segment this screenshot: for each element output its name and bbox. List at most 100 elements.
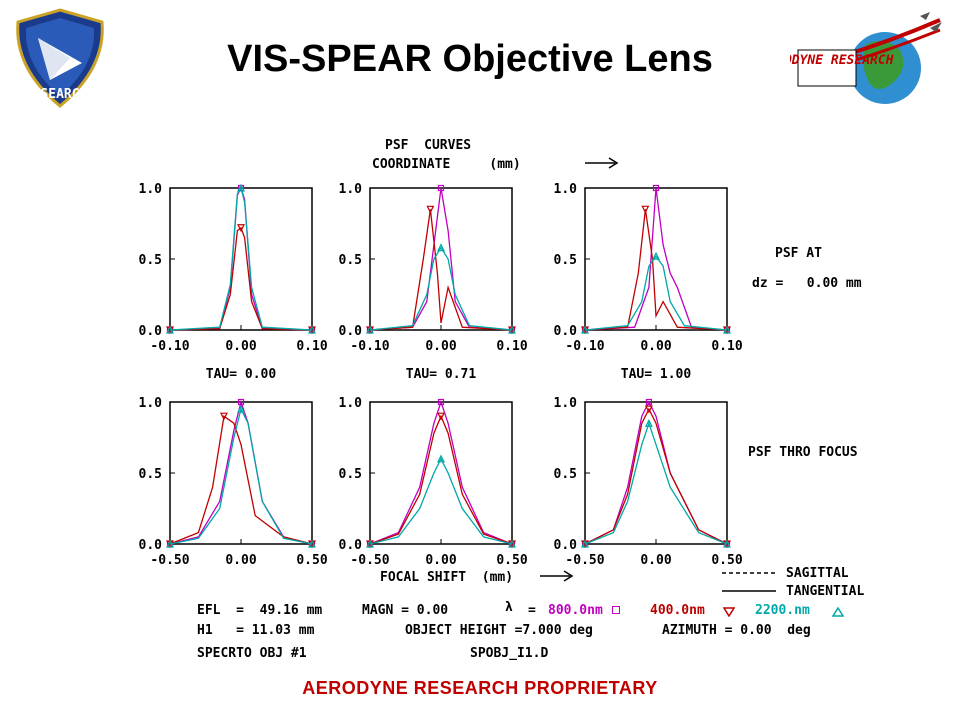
legend-tangential	[722, 584, 782, 603]
triangle-up-marker-icon	[831, 604, 845, 622]
square-marker	[652, 184, 660, 192]
x-tick-label: 0.50	[711, 553, 742, 568]
series-line-400-nm	[369, 209, 513, 331]
x-tick-label: 0.50	[296, 553, 327, 568]
plot-frame	[369, 401, 513, 545]
x-tick-label: 0.10	[711, 339, 742, 354]
spectro-label: SPECRTO OBJ #1	[197, 646, 307, 661]
x-tick-label: -0.50	[565, 553, 604, 568]
series-line-800-nm	[369, 399, 513, 545]
y-tick-label: 1.0	[139, 182, 163, 197]
triangle-up-marker	[723, 325, 731, 334]
triangle-down-marker	[426, 205, 435, 214]
triangle-up-marker	[308, 539, 316, 548]
series-line-2200-nm	[369, 246, 513, 331]
triangle-up-marker	[366, 539, 374, 548]
x-tick-label: 0.00	[225, 553, 256, 568]
square-marker	[437, 184, 445, 192]
triangle-up-marker	[508, 325, 516, 334]
series-line-400-nm	[369, 414, 513, 545]
legend-sagittal	[722, 566, 782, 585]
series-line-2200-nm	[369, 457, 513, 545]
series-line-400-nm	[584, 209, 728, 331]
triangle-up-marker	[437, 243, 445, 252]
file-label: SPOBJ_I1.D	[470, 646, 549, 661]
series-line-400-nm	[169, 415, 313, 545]
y-tick-label: 0.5	[139, 467, 162, 482]
y-tick-label: 0.0	[139, 538, 163, 553]
arrow-right-icon	[585, 156, 621, 175]
arrow-right-icon	[540, 569, 576, 588]
x-tick-label: 0.10	[496, 339, 527, 354]
lambda-equals: =	[528, 603, 536, 618]
y-tick-label: 0.0	[139, 324, 163, 339]
page-title: VIS-SPEAR Objective Lens	[227, 38, 713, 80]
y-tick-label: 0.5	[139, 253, 162, 268]
magn-label: MAGN = 0.00	[362, 603, 449, 618]
triangle-up-marker	[652, 251, 660, 260]
wavelength-2200: 2200.nm	[755, 603, 810, 618]
triangle-down-marker	[237, 224, 245, 233]
series-line-2200-nm	[584, 255, 728, 331]
plot-frame	[169, 401, 313, 545]
efl-label: EFL = 49.16 mm	[197, 603, 323, 618]
triangle-up-marker	[166, 325, 174, 334]
tau-label: TAU= 0.71	[406, 367, 477, 382]
x-tick-label: 0.00	[640, 339, 671, 354]
square-marker	[645, 398, 653, 406]
triangle-down-marker	[219, 412, 228, 421]
y-tick-label: 0.0	[554, 324, 578, 339]
x-tick-label: 0.00	[425, 339, 456, 354]
triangle-down-marker-icon	[722, 604, 736, 622]
square-marker	[437, 398, 445, 406]
triangle-up-marker	[308, 325, 316, 334]
series-line-800-nm	[169, 399, 313, 545]
triangle-down-marker	[644, 405, 653, 414]
series-line-2200-nm	[584, 421, 728, 545]
triangle-up-marker	[237, 404, 245, 413]
triangle-up-marker	[644, 418, 653, 427]
legend-tangential-label: TANGENTIAL	[786, 584, 865, 599]
psf-thro-focus-label: PSF THRO FOCUS	[748, 445, 858, 460]
x-tick-label: -0.50	[150, 553, 189, 568]
x-tick-label: -0.10	[150, 339, 189, 354]
object-height-label: OBJECT HEIGHT =7.000 deg	[405, 623, 593, 638]
x-tick-label: 0.00	[425, 553, 456, 568]
series-line-800-nm	[169, 186, 313, 331]
lambda-symbol: λ	[505, 600, 513, 615]
triangle-down-marker	[437, 412, 445, 421]
x-tick-label: -0.50	[350, 553, 389, 568]
psf-at-label: PSF AT	[775, 246, 822, 261]
plot-frame	[169, 187, 313, 331]
focal-shift-label: FOCAL SHIFT (mm)	[380, 570, 514, 585]
series-line-2200-nm	[169, 407, 313, 545]
tau-label: TAU= 0.00	[206, 367, 277, 382]
aerodyne-logo: AERODYNE RESEARCH	[759, 10, 950, 110]
dz-label: dz = 0.00 mm	[752, 276, 862, 291]
y-tick-label: 1.0	[339, 182, 363, 197]
series-line-2200-nm	[169, 186, 313, 331]
footer-text: AERODYNE RESEARCH PROPRIETARY	[302, 678, 658, 698]
tau-label: TAU= 1.00	[621, 367, 692, 382]
afrl-logo: AIR FORCE RESEARCH LABORATORY	[0, 8, 174, 108]
legend-sagittal-label: SAGITTAL	[786, 566, 849, 581]
x-tick-label: 0.50	[496, 553, 527, 568]
x-tick-label: 0.00	[640, 553, 671, 568]
plot-header-line1: PSF CURVES	[385, 138, 472, 153]
x-tick-label: 0.00	[225, 339, 256, 354]
series-line-800-nm	[369, 187, 513, 331]
triangle-up-marker	[508, 539, 516, 548]
triangle-up-marker	[581, 325, 589, 334]
y-tick-label: 0.0	[339, 538, 363, 553]
triangle-down-marker	[641, 205, 650, 214]
y-tick-label: 1.0	[554, 396, 578, 411]
triangle-up-marker	[237, 183, 245, 192]
y-tick-label: 0.5	[554, 467, 577, 482]
plot-frame	[369, 187, 513, 331]
triangle-up-marker	[581, 539, 589, 548]
square-marker	[237, 398, 245, 406]
triangle-up-marker	[723, 539, 731, 548]
y-tick-label: 0.0	[339, 324, 363, 339]
series-line-800-nm	[584, 187, 728, 331]
